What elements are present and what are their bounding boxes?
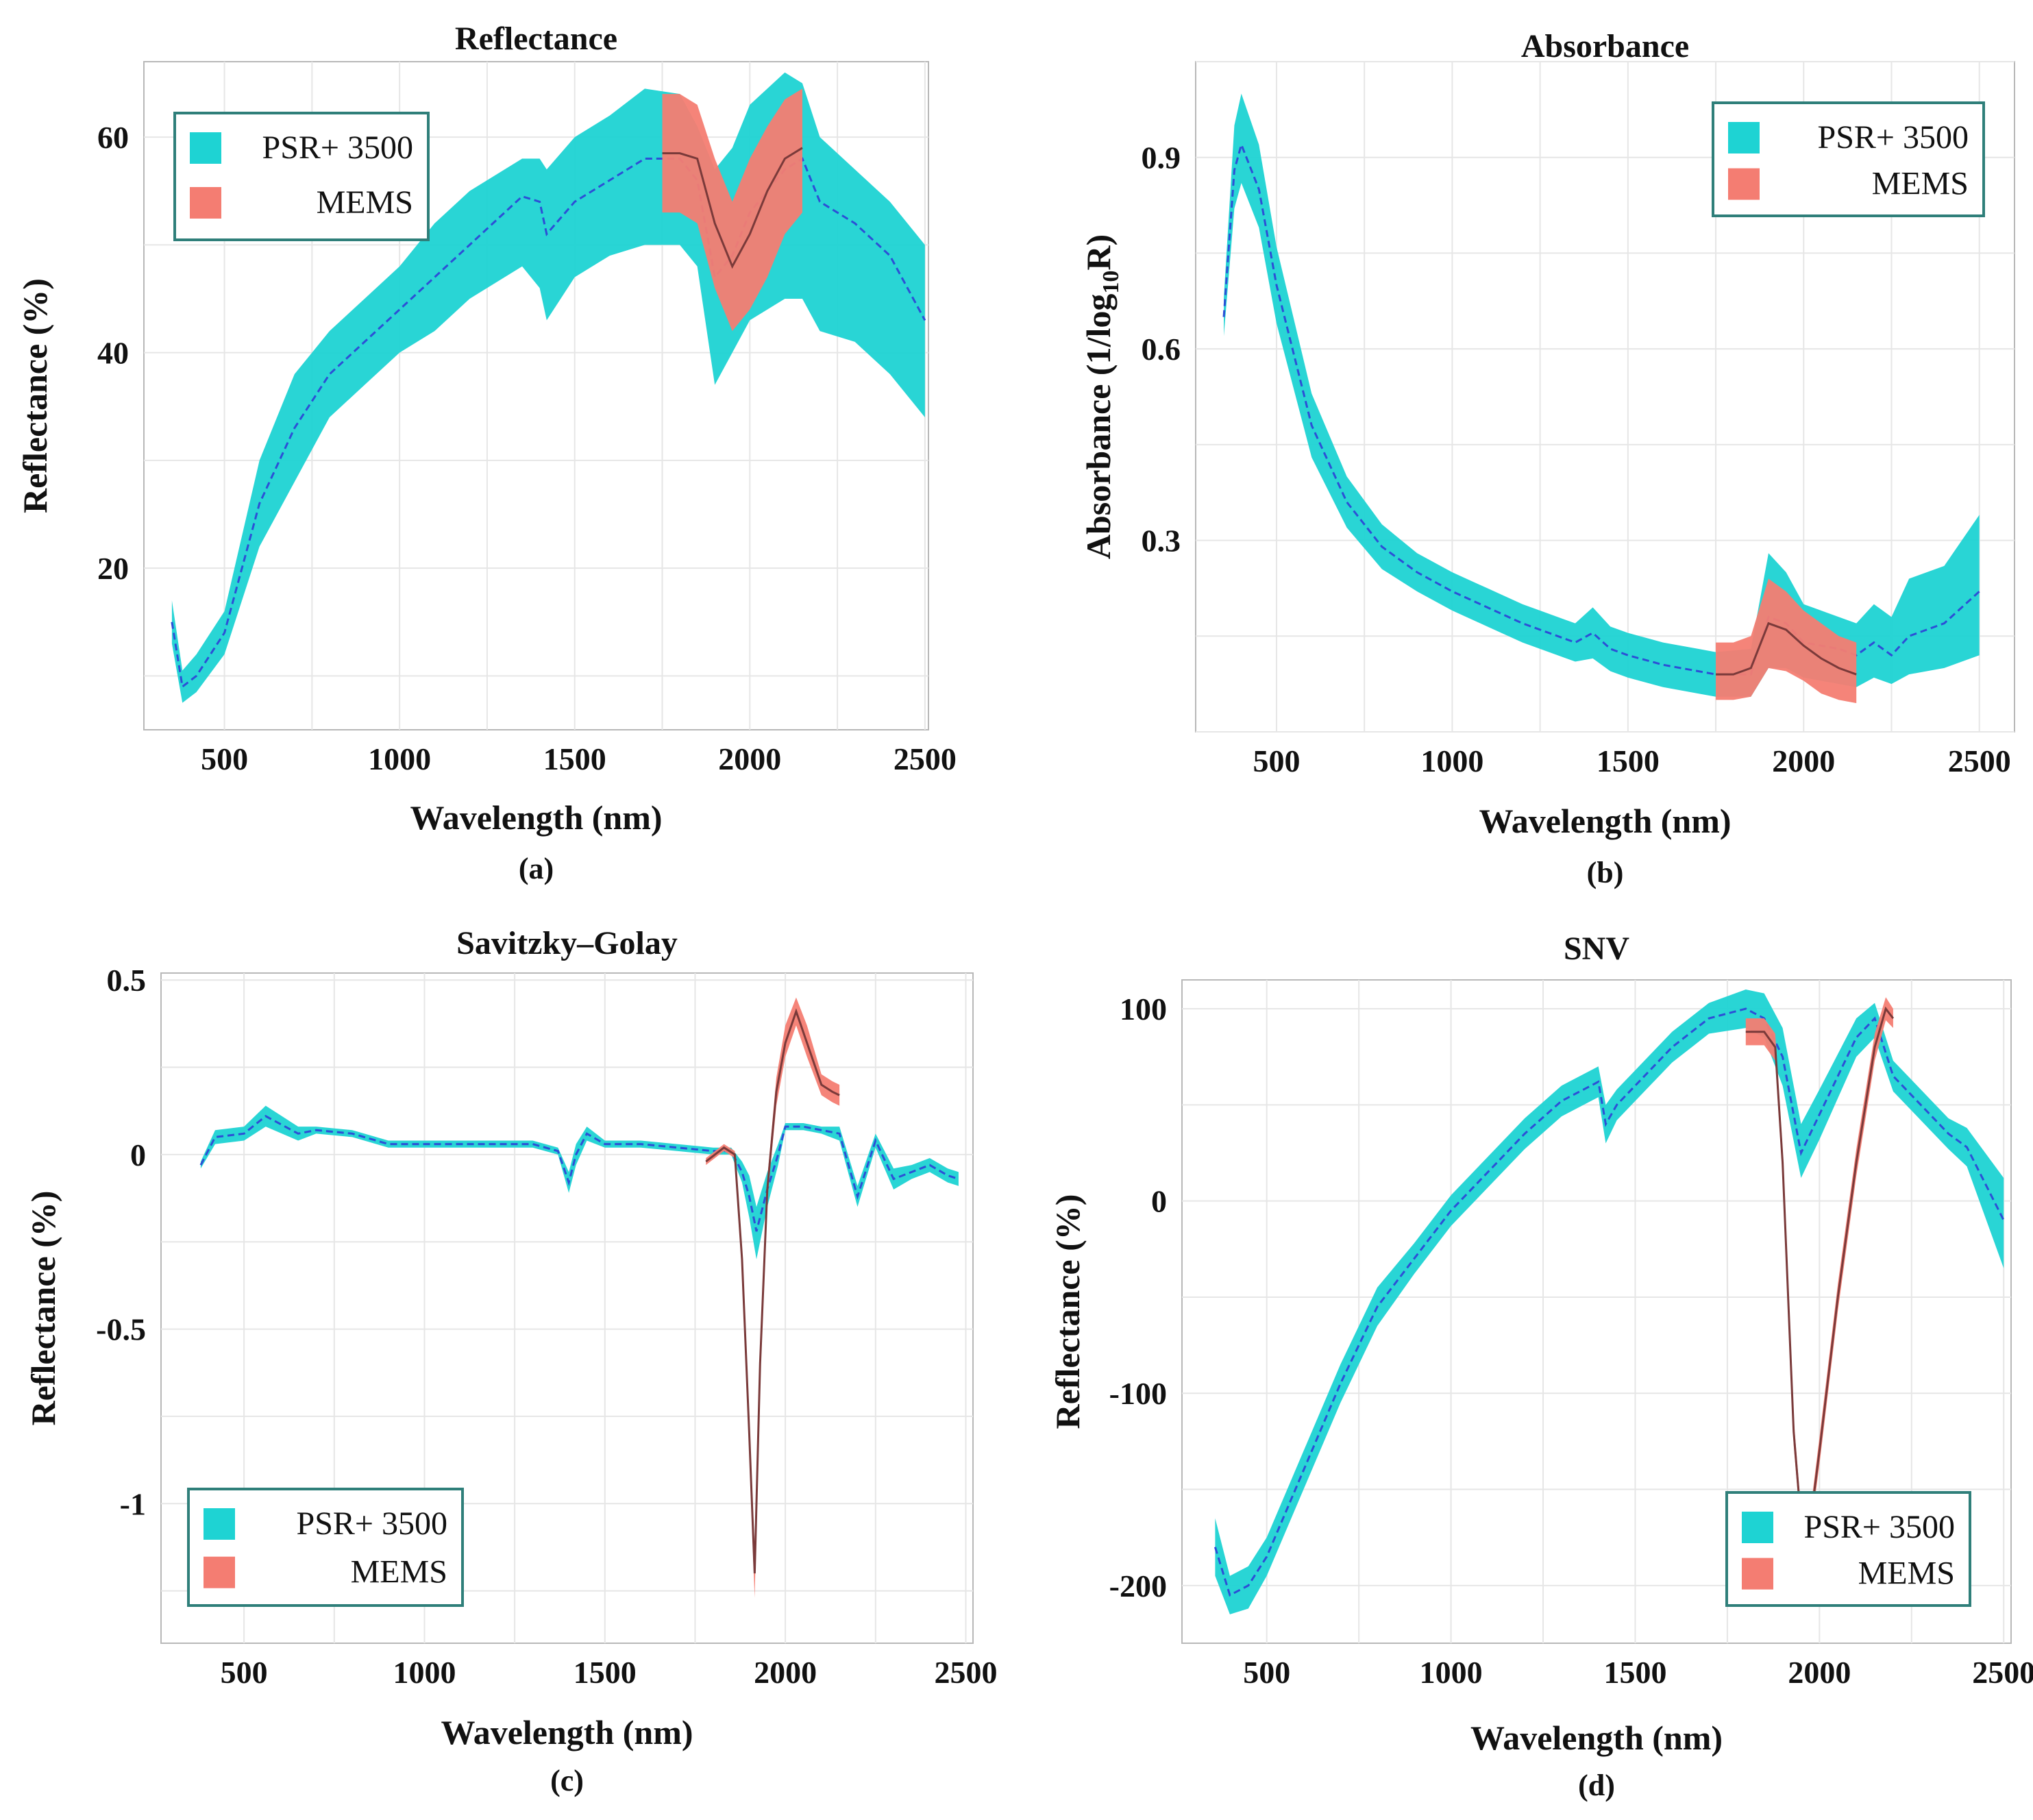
panel-b-y-axis-label-part: Absorbance (1/log [1079, 294, 1118, 560]
panel-d-x-axis-label: Wavelength (nm) [1470, 1719, 1723, 1757]
panel-d: 500 1000 1500 2000 2500 -200 -100 0 100 SNV Wavele… [1048, 931, 2033, 1802]
panel-d-y-tick-label: -100 [1109, 1376, 1167, 1411]
panel-d-psr-3500-band [1215, 989, 2004, 1614]
panel-c: 500 1000 1500 2000 2500 -1 -0.5 0 0.5 Savitzky–Go… [24, 925, 997, 1797]
panel-d-legend-swatch-psr-3500 [1742, 1512, 1773, 1543]
panel-c-x-axis-label: Wavelength (nm) [441, 1713, 693, 1751]
panel-a-x-tick-label: 1500 [543, 741, 606, 776]
panel-a-x-tick-label: 1000 [368, 741, 431, 776]
panel-c-y-tick-label: 0.5 [107, 963, 147, 998]
panel-a-x-tick-label: 2500 [894, 741, 957, 776]
panel-a-legend-label-mems: MEMS [317, 184, 413, 221]
panel-c-legend: PSR+ 3500 MEMS [187, 1488, 464, 1607]
panel-a: 500 1000 1500 2000 2500 20 40 60 Reflectance Wave… [16, 21, 957, 885]
panel-a-legend: PSR+ 3500 MEMS [173, 112, 430, 241]
panel-a-x-axis-label: Wavelength (nm) [410, 798, 662, 837]
panel-a-x-tick-label: 500 [201, 741, 248, 776]
panel-a-mems-band [662, 88, 802, 332]
panel-d-x-tick-label: 1500 [1603, 1655, 1666, 1690]
panel-b-legend-label-mems: MEMS [1872, 166, 1969, 202]
panel-b-mems-mean-line [1716, 622, 1857, 676]
panel-d-x-tick-label: 2000 [1788, 1655, 1851, 1690]
panel-b-x-tick-label: 2000 [1772, 743, 1835, 778]
panel-b-x-tick-label: 2500 [1948, 743, 2011, 778]
panel-c-psr-3500-band [200, 1105, 959, 1259]
panel-c-y-tick-label: -0.5 [96, 1312, 146, 1347]
panel-b-legend: PSR+ 3500 MEMS [1712, 101, 1985, 217]
panel-a-y-tick-label: 40 [97, 336, 129, 371]
panel-d-legend-label-psr-3500: PSR+ 3500 [1804, 1509, 1955, 1545]
panel-b-title: Absorbance [1521, 28, 1689, 64]
panel-d-legend: PSR+ 3500 MEMS [1725, 1491, 1971, 1607]
panel-a-y-tick-label: 60 [97, 120, 129, 155]
panel-a-title: Reflectance [455, 21, 617, 57]
panel-d-x-tick-label: 1000 [1420, 1655, 1483, 1690]
panel-b-mems-band [1716, 578, 1857, 704]
panel-b-x-tick-label: 1000 [1420, 743, 1483, 778]
panel-d-y-tick-label: 100 [1120, 992, 1167, 1026]
panel-a-legend-swatch-mems [190, 186, 221, 219]
panel-d-legend-swatch-mems [1742, 1558, 1773, 1590]
panel-c-legend-swatch-psr-3500 [204, 1508, 235, 1540]
panel-b-y-tick-label: 0.6 [1142, 332, 1181, 367]
panel-c-y-axis-label: Reflectance (%) [24, 1191, 62, 1426]
panel-d-y-tick-label: 0 [1151, 1184, 1167, 1219]
panel-b-x-axis-label: Wavelength (nm) [1479, 802, 1731, 840]
panel-c-legend-label-psr-3500: PSR+ 3500 [297, 1505, 447, 1542]
panel-b-psr-3500-band [1224, 93, 1980, 697]
panel-c-legend-label-mems: MEMS [351, 1554, 447, 1590]
panel-c-x-tick-label: 500 [221, 1655, 268, 1690]
panel-b: 500 1000 1500 2000 2500 0.3 0.6 0.9 Absorbance Wa… [1079, 28, 2015, 889]
panel-d-x-tick-label: 500 [1243, 1655, 1290, 1690]
panel-b-caption: (b) [1587, 856, 1624, 889]
panel-b-x-tick-label: 500 [1253, 743, 1300, 778]
panel-b-legend-label-psr-3500: PSR+ 3500 [1818, 119, 1969, 156]
panel-a-y-axis-label: Reflectance (%) [16, 278, 54, 513]
panel-c-y-tick-label: -1 [120, 1486, 146, 1521]
panel-d-y-axis-label: Reflectance (%) [1048, 1194, 1087, 1429]
panel-b-x-tick-label: 1500 [1597, 743, 1660, 778]
panel-a-caption: (a) [519, 852, 554, 885]
panel-a-legend-label-psr-3500: PSR+ 3500 [262, 130, 413, 166]
panel-c-x-tick-label: 1500 [574, 1655, 637, 1690]
panel-a-legend-swatch-psr-3500 [190, 132, 221, 164]
panel-b-y-axis-label-subscript: 10 [1098, 271, 1124, 294]
panel-a-x-tick-label: 2000 [718, 741, 781, 776]
panel-d-legend-label-mems: MEMS [1858, 1555, 1955, 1592]
panel-d-x-tick-label: 2500 [1972, 1655, 2033, 1690]
panel-c-psr-3500-mean-line [199, 1115, 959, 1232]
panel-d-title: SNV [1564, 931, 1629, 967]
panel-b-y-axis-label: Absorbance (1/log10R) [1079, 234, 1124, 559]
panel-a-mems-mean-line [662, 147, 803, 269]
panel-b-legend-swatch-psr-3500 [1728, 122, 1760, 153]
panel-b-y-axis-label-part: R) [1079, 234, 1118, 271]
panel-b-y-tick-label: 0.3 [1142, 524, 1181, 558]
panel-d-caption: (d) [1578, 1769, 1615, 1802]
panel-c-x-tick-label: 2000 [754, 1655, 817, 1690]
panel-c-x-tick-label: 1000 [393, 1655, 456, 1690]
panel-c-title: Savitzky–Golay [456, 925, 678, 961]
panel-a-y-tick-label: 20 [97, 551, 129, 586]
panel-d-y-tick-label: -200 [1109, 1569, 1167, 1603]
panel-c-x-tick-label: 2500 [934, 1655, 997, 1690]
panel-c-legend-swatch-mems [204, 1556, 235, 1588]
panel-d-mems-band [1745, 997, 1893, 1576]
panel-b-legend-swatch-mems [1728, 168, 1760, 200]
panel-c-mems-mean-line [705, 1008, 840, 1574]
panel-c-y-tick-label: 0 [130, 1138, 146, 1172]
panel-c-caption: (c) [550, 1764, 584, 1797]
panel-b-y-tick-label: 0.9 [1142, 140, 1181, 175]
